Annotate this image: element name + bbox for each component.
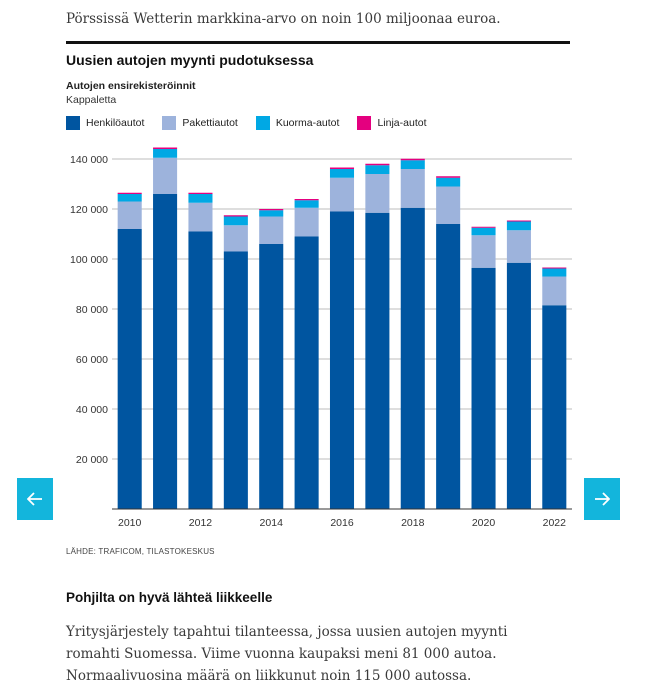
- bar-segment: [223, 251, 248, 509]
- bar-segment: [223, 216, 248, 226]
- arrow-right-icon: [595, 492, 610, 506]
- bar-segment: [294, 200, 319, 208]
- bar-segment: [153, 194, 178, 509]
- bar-segment: [259, 244, 284, 509]
- bar-segment: [188, 202, 213, 232]
- legend-item-kuorma-autot: Kuorma-autot: [255, 116, 340, 130]
- bar-segment: [471, 267, 496, 509]
- bar-segment: [117, 229, 142, 509]
- bar-segment: [259, 210, 284, 217]
- bar-segment: [506, 220, 531, 222]
- bar-segment: [329, 169, 355, 178]
- bar-segment: [365, 163, 390, 166]
- legend-label: Kuorma-autot: [275, 117, 340, 129]
- bar-segment: [542, 267, 567, 269]
- bar-segment: [329, 177, 355, 212]
- bar-segment: [542, 276, 567, 306]
- bar-segment: [329, 211, 355, 509]
- bar-segment: [117, 194, 142, 202]
- bar-segment: [436, 176, 461, 178]
- chart-top-rule: [66, 41, 570, 44]
- bar-segment: [365, 174, 390, 213]
- chart-legend: Henkilöautot Pakettiautot Kuorma-autot L…: [66, 116, 445, 130]
- x-tick-label: 2010: [118, 517, 142, 529]
- bar-segment: [329, 167, 355, 169]
- chart-unit: Kappaletta: [66, 94, 117, 106]
- bar-segment: [223, 225, 248, 252]
- legend-item-linja-autot: Linja-autot: [357, 116, 427, 130]
- y-tick-label: 80 000: [76, 304, 108, 316]
- y-tick-label: 60 000: [76, 354, 108, 366]
- chart-subtitle: Autojen ensirekisteröinnit: [66, 80, 196, 92]
- arrow-left-icon: [27, 492, 42, 506]
- bar-segment: [400, 160, 425, 169]
- bar-segment: [400, 169, 425, 208]
- bar-segment: [188, 192, 213, 194]
- bar-segment: [506, 262, 531, 509]
- next-chart-button[interactable]: [584, 478, 620, 520]
- legend-swatch: [255, 116, 270, 130]
- bar-segment: [188, 231, 213, 509]
- x-tick-label: 2012: [189, 517, 213, 529]
- legend-label: Linja-autot: [377, 117, 427, 129]
- bar-segment: [117, 201, 142, 229]
- bar-segment: [400, 207, 425, 509]
- bar-segment: [471, 226, 496, 228]
- chart-source: LÄHDE: TRAFICOM, TILASTOKESKUS: [66, 547, 215, 556]
- bar-segment: [436, 224, 461, 509]
- bar-segment: [400, 158, 425, 161]
- legend-swatch: [162, 116, 177, 130]
- bar-segment: [542, 268, 567, 277]
- x-tick-label: 2020: [472, 517, 496, 529]
- legend-label: Pakettiautot: [182, 117, 238, 129]
- y-tick-label: 120 000: [70, 204, 108, 216]
- bar-segment: [471, 235, 496, 268]
- bar-segment: [506, 221, 531, 231]
- chart-title: Uusien autojen myynti pudotuksessa: [66, 52, 314, 68]
- y-tick-label: 20 000: [76, 454, 108, 466]
- bar-segment: [471, 227, 496, 236]
- bar-segment: [365, 212, 390, 509]
- bar-segment: [117, 192, 142, 194]
- y-tick-label: 40 000: [76, 404, 108, 416]
- intro-paragraph: Pörssissä Wetterin markkina-arvo on noin…: [66, 11, 501, 27]
- bar-segment: [365, 165, 390, 174]
- bar-segment: [436, 177, 461, 187]
- bar-segment: [259, 216, 284, 244]
- body-paragraph: Yritysjärjestely tapahtui tilanteessa, j…: [66, 624, 508, 684]
- bar-segment: [436, 186, 461, 224]
- legend-swatch: [66, 116, 80, 130]
- bar-segment: [223, 215, 248, 217]
- bar-segment: [294, 236, 319, 509]
- bar-segment: [259, 209, 284, 211]
- bar-segment: [506, 230, 531, 263]
- bar-segment: [153, 157, 178, 194]
- bar-segment: [188, 194, 213, 203]
- bar-segment: [542, 305, 567, 509]
- bar-segment: [153, 147, 178, 149]
- previous-chart-button[interactable]: [17, 478, 53, 520]
- y-tick-label: 140 000: [70, 154, 108, 166]
- legend-item-pakettiautot: Pakettiautot: [162, 116, 238, 130]
- bar-segment: [153, 149, 178, 158]
- legend-swatch: [357, 116, 372, 130]
- x-tick-label: 2016: [330, 517, 354, 529]
- y-tick-label: 100 000: [70, 254, 108, 266]
- x-tick-label: 2018: [401, 517, 425, 529]
- bar-segment: [294, 207, 319, 237]
- legend-label: Henkilöautot: [86, 117, 145, 129]
- section-heading: Pohjilta on hyvä lähteä liikkeelle: [66, 590, 273, 605]
- bar-segment: [294, 199, 319, 201]
- x-tick-label: 2014: [260, 517, 284, 529]
- legend-item-henkiloautot: Henkilöautot: [66, 116, 144, 130]
- x-tick-label: 2022: [543, 517, 567, 529]
